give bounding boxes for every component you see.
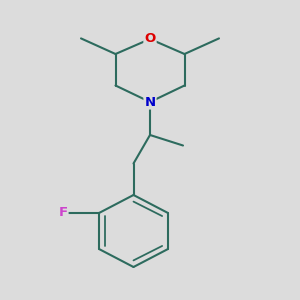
Text: F: F [58,206,68,220]
Text: O: O [144,32,156,46]
Text: N: N [144,95,156,109]
